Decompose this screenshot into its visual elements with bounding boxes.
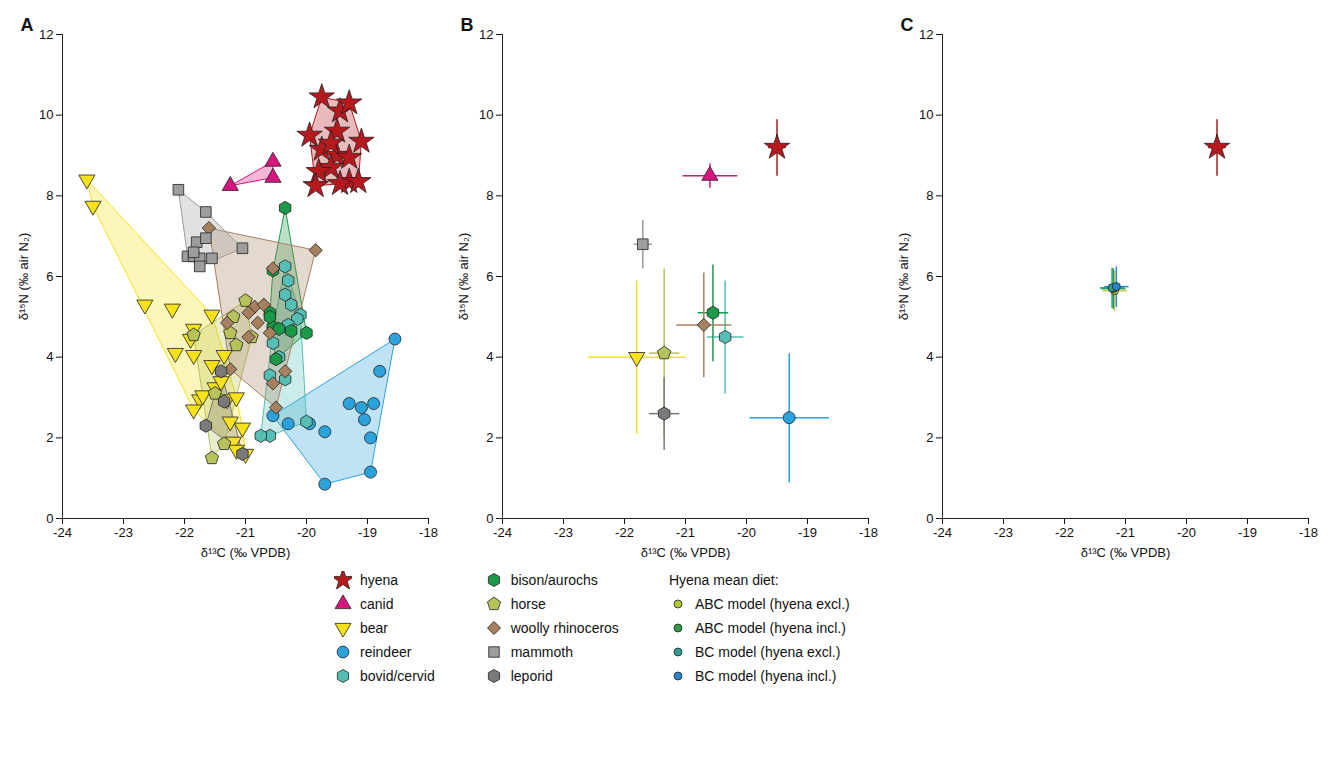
svg-text:δ¹³C (‰ VPDB): δ¹³C (‰ VPDB) — [641, 545, 731, 560]
svg-text:-19: -19 — [1238, 525, 1257, 540]
svg-text:-22: -22 — [615, 525, 634, 540]
svg-text:δ¹⁵N (‰ air N₂): δ¹⁵N (‰ air N₂) — [896, 233, 911, 321]
html-text:reindeer: reindeer — [360, 644, 412, 660]
svg-text:10: 10 — [919, 107, 933, 122]
svg-text:B: B — [461, 15, 474, 35]
html-text:leporid: leporid — [510, 668, 553, 684]
svg-text:10: 10 — [479, 107, 493, 122]
svg-text:-23: -23 — [114, 525, 133, 540]
svg-text:δ¹⁵N (‰ air N₂): δ¹⁵N (‰ air N₂) — [456, 233, 471, 321]
svg-text:12: 12 — [39, 27, 53, 42]
svg-text:10: 10 — [39, 107, 53, 122]
svg-text:-21: -21 — [1116, 525, 1135, 540]
html-text:ABC model (hyena excl.): ABC model (hyena excl.) — [694, 596, 850, 612]
svg-text:8: 8 — [46, 188, 53, 203]
svg-text:0: 0 — [46, 511, 53, 526]
svg-text:0: 0 — [926, 511, 933, 526]
svg-text:C: C — [901, 15, 914, 35]
svg-text:-24: -24 — [493, 525, 512, 540]
svg-text:8: 8 — [926, 188, 933, 203]
svg-text:-23: -23 — [554, 525, 573, 540]
html-text:hyena: hyena — [360, 572, 399, 588]
html-text:canid: canid — [360, 596, 394, 612]
html-text:bear: bear — [360, 620, 388, 636]
svg-text:-21: -21 — [236, 525, 255, 540]
svg-text:-19: -19 — [798, 525, 817, 540]
html-text:bovid/cervid: bovid/cervid — [360, 668, 435, 684]
svg-text:-19: -19 — [358, 525, 377, 540]
html-text:mammoth: mammoth — [510, 644, 573, 660]
svg-text:12: 12 — [479, 27, 493, 42]
svg-text:A: A — [21, 15, 34, 35]
svg-text:2: 2 — [46, 430, 53, 445]
svg-text:4: 4 — [926, 349, 933, 364]
svg-text:4: 4 — [46, 349, 53, 364]
svg-text:δ¹³C (‰ VPDB): δ¹³C (‰ VPDB) — [1081, 545, 1171, 560]
svg-text:-20: -20 — [297, 525, 316, 540]
svg-text:6: 6 — [926, 269, 933, 284]
html-text:bison/aurochs: bison/aurochs — [510, 572, 598, 588]
html-text:ABC model (hyena incl.): ABC model (hyena incl.) — [694, 620, 846, 636]
svg-text:2: 2 — [926, 430, 933, 445]
svg-text:-24: -24 — [53, 525, 72, 540]
html-text:BC model (hyena excl.): BC model (hyena excl.) — [694, 644, 841, 660]
svg-text:-22: -22 — [1055, 525, 1074, 540]
svg-text:6: 6 — [46, 269, 53, 284]
svg-text:-20: -20 — [1177, 525, 1196, 540]
svg-text:-24: -24 — [933, 525, 952, 540]
svg-text:0: 0 — [486, 511, 493, 526]
svg-text:-18: -18 — [419, 525, 438, 540]
html-text:BC model (hyena incl.): BC model (hyena incl.) — [694, 668, 837, 684]
svg-text:-23: -23 — [994, 525, 1013, 540]
svg-text:δ¹³C (‰ VPDB): δ¹³C (‰ VPDB) — [201, 545, 291, 560]
svg-text:-18: -18 — [859, 525, 878, 540]
svg-text:-20: -20 — [737, 525, 756, 540]
html-text:horse: horse — [510, 596, 546, 612]
svg-text:8: 8 — [486, 188, 493, 203]
svg-text:-21: -21 — [676, 525, 695, 540]
svg-text:4: 4 — [486, 349, 493, 364]
svg-text:2: 2 — [486, 430, 493, 445]
svg-text:δ¹⁵N (‰ air N₂): δ¹⁵N (‰ air N₂) — [16, 233, 31, 321]
html-text:woolly rhinoceros: woolly rhinoceros — [510, 620, 619, 636]
svg-text:-18: -18 — [1299, 525, 1318, 540]
svg-text:-22: -22 — [175, 525, 194, 540]
svg-text:6: 6 — [486, 269, 493, 284]
svg-text:12: 12 — [919, 27, 933, 42]
html-text:Hyena mean diet:: Hyena mean diet: — [668, 572, 779, 588]
